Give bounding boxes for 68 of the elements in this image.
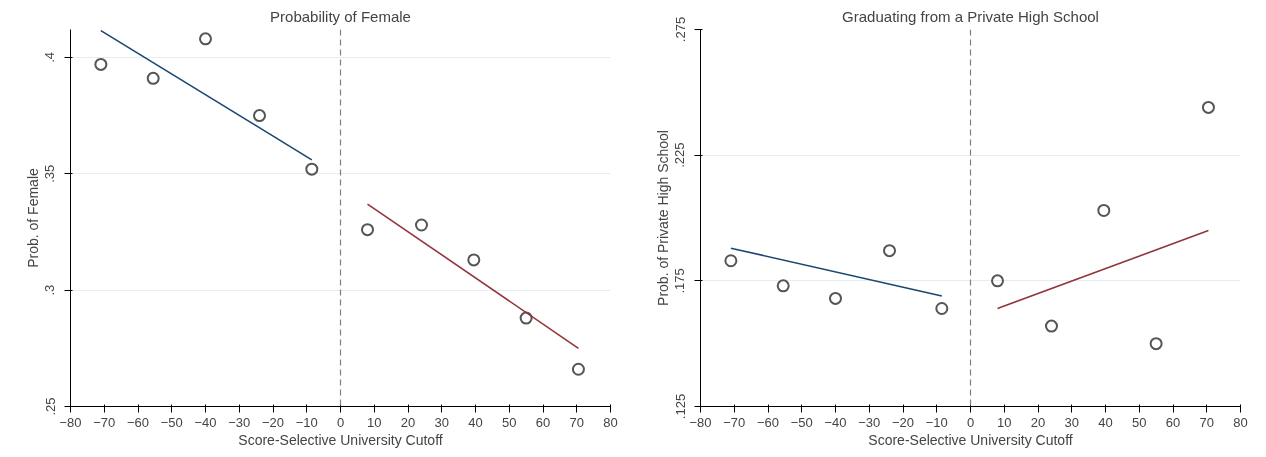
x-tick-label: 10 (997, 414, 1012, 430)
point (305, 162, 319, 176)
x-tick-label: 20 (400, 414, 416, 430)
point (1149, 337, 1163, 351)
point (361, 223, 374, 237)
point (94, 57, 108, 71)
point (467, 253, 481, 267)
x-tick-label: 10 (367, 414, 382, 430)
x-tick-label: 30 (1064, 414, 1079, 430)
x-tick-label: 80 (603, 414, 618, 430)
x-tick-label: 80 (1233, 414, 1248, 430)
point (1097, 203, 1111, 217)
x-tick-label: 50 (502, 414, 517, 430)
y-tick-label: .3 (42, 284, 58, 296)
x-tick-label: −30 (858, 414, 881, 430)
x-tick-label: 70 (569, 414, 584, 430)
x-tick-label: −80 (59, 414, 82, 430)
x-tick-label: −50 (790, 414, 813, 430)
x-tick-label: −60 (126, 414, 150, 430)
chart-title: Probability of Female (270, 7, 411, 25)
x-tick-label: −40 (824, 414, 847, 430)
x-tick-label: −50 (160, 414, 183, 430)
x-tick-label: −80 (689, 414, 712, 430)
x-tick-label: −20 (261, 414, 285, 430)
y-tick-label: .175 (672, 268, 688, 294)
point (829, 291, 842, 305)
y-tick-label: .25 (42, 397, 58, 416)
x-tick-label: −10 (295, 414, 318, 430)
x-tick-label: 40 (1098, 414, 1113, 430)
x-tick-label: 0 (966, 414, 975, 430)
x-axis-title: Score-Selective University Cutoff (868, 431, 1073, 448)
y-tick-label: .35 (42, 164, 58, 183)
x-tick-label: 40 (468, 414, 483, 430)
x-tick-label: −10 (925, 414, 948, 430)
point (1201, 100, 1215, 114)
x-tick-label: −70 (93, 414, 116, 430)
x-tick-label: −70 (723, 414, 746, 430)
x-tick-label: 30 (434, 414, 449, 430)
x-tick-label: 50 (1132, 414, 1147, 430)
x-tick-label: −40 (194, 414, 217, 430)
x-tick-label: −20 (891, 414, 915, 430)
x-tick-label: 60 (535, 414, 551, 430)
y-tick-label: .275 (672, 16, 688, 43)
y-tick-label: .125 (672, 393, 688, 420)
y-tick-label: .4 (42, 52, 58, 63)
point (571, 362, 585, 376)
chart-title: Graduating from a Private High School (842, 7, 1099, 25)
x-tick-label: 70 (1199, 414, 1214, 430)
point (199, 32, 212, 46)
y-axis-title: Prob. of Private High School (654, 130, 671, 306)
y-tick-label: .225 (672, 142, 688, 168)
x-tick-label: 20 (1030, 414, 1046, 430)
x-tick-label: 60 (1165, 414, 1181, 430)
x-tick-label: 0 (336, 414, 345, 430)
point (724, 254, 738, 268)
point (1045, 319, 1058, 333)
point (991, 274, 1004, 288)
point (883, 244, 896, 258)
point (146, 71, 160, 85)
x-axis-title: Score-Selective University Cutoff (238, 431, 443, 448)
point (776, 279, 790, 293)
point (935, 301, 949, 315)
point (253, 109, 266, 123)
point (415, 218, 428, 232)
y-axis-title: Prob. of Female (24, 167, 41, 268)
x-tick-label: −60 (756, 414, 780, 430)
point (519, 311, 533, 325)
x-tick-label: −30 (228, 414, 251, 430)
